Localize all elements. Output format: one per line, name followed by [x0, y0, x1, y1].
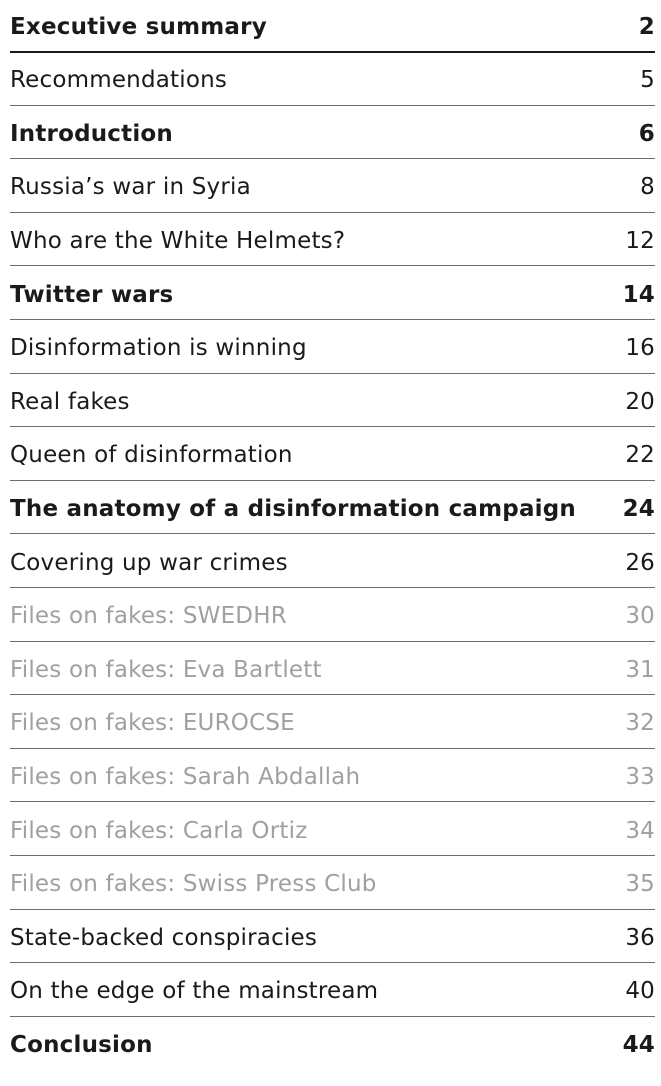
toc-entry-page-number: 35 [625, 871, 655, 898]
toc-entry-title: Covering up war crimes [10, 549, 288, 576]
toc-entry-title: On the edge of the mainstream [10, 978, 379, 1005]
toc-divider [10, 479, 655, 481]
toc-entry-title: Disinformation is winning [10, 335, 307, 362]
toc-entry[interactable]: Covering up war crimes 26 [10, 536, 655, 589]
toc-divider [10, 104, 655, 106]
toc-entry[interactable]: Files on fakes: Swiss Press Club 35 [10, 858, 655, 911]
toc-entry-page-number: 16 [625, 335, 655, 362]
toc-entry[interactable]: Executive summary 2 [10, 0, 655, 53]
toc-entry-page-number: 30 [625, 603, 655, 630]
toc-entry[interactable]: Real fakes 20 [10, 375, 655, 428]
toc-entry[interactable]: Files on fakes: Carla Ortiz 34 [10, 804, 655, 857]
toc-divider [10, 51, 655, 53]
toc-entry-title: State-backed conspiracies [10, 924, 318, 951]
toc-entry-title: Twitter wars [10, 281, 174, 308]
toc-entry-page-number: 14 [622, 281, 655, 308]
toc-entry[interactable]: On the edge of the mainstream 40 [10, 965, 655, 1018]
toc-entry[interactable]: Russia’s war in Syria 8 [10, 161, 655, 214]
toc-entry-title: Queen of disinformation [10, 442, 293, 469]
toc-divider [10, 1015, 655, 1017]
toc-entry-title: Introduction [10, 120, 173, 147]
toc-divider [10, 801, 655, 803]
toc-entry-page-number: 5 [640, 67, 655, 94]
toc-entry-title: Files on fakes: SWEDHR [10, 603, 287, 630]
toc-divider [10, 372, 655, 374]
toc-entry-page-number: 34 [625, 817, 655, 844]
toc-entry-page-number: 26 [625, 549, 655, 576]
toc-divider [10, 962, 655, 964]
toc-entry[interactable]: Files on fakes: EUROCSE 32 [10, 697, 655, 750]
toc-entry[interactable]: State-backed conspiracies 36 [10, 911, 655, 964]
toc-entry-title: Conclusion [10, 1031, 153, 1058]
toc-entry-page-number: 44 [622, 1031, 655, 1058]
toc-entry-title: Files on fakes: EUROCSE [10, 710, 295, 737]
toc-entry[interactable]: Who are the White Helmets? 12 [10, 214, 655, 267]
toc-entry[interactable]: Conclusion 44 [10, 1018, 655, 1071]
toc-entry-title: Files on fakes: Eva Bartlett [10, 656, 322, 683]
toc-divider [10, 855, 655, 856]
toc-entry[interactable]: Queen of disinformation 22 [10, 429, 655, 482]
toc-entry-title: Executive summary [10, 13, 267, 40]
toc-entry[interactable]: Files on fakes: SWEDHR 30 [10, 590, 655, 643]
toc-entry-page-number: 24 [622, 495, 655, 522]
toc-entry[interactable]: Twitter wars 14 [10, 268, 655, 321]
toc-divider [10, 319, 655, 320]
toc-entry[interactable]: Disinformation is winning 16 [10, 322, 655, 375]
toc-divider [10, 908, 655, 910]
toc-entry-title: The anatomy of a disinformation campaign [10, 495, 577, 522]
toc-entry-page-number: 36 [625, 924, 655, 951]
toc-entry-page-number: 2 [638, 13, 655, 40]
toc-entry-page-number: 31 [625, 656, 655, 683]
toc-divider [10, 640, 655, 642]
toc-entry[interactable]: Introduction 6 [10, 107, 655, 160]
toc-entry-page-number: 20 [625, 388, 655, 415]
toc-entry-title: Russia’s war in Syria [10, 174, 251, 201]
toc-entry-page-number: 40 [625, 978, 655, 1005]
toc-entry-title: Recommendations [10, 67, 228, 94]
toc-divider [10, 747, 655, 749]
toc-entry-page-number: 6 [638, 120, 655, 147]
toc-entry-title: Files on fakes: Swiss Press Club [10, 871, 377, 898]
toc-divider [10, 211, 655, 213]
toc-divider [10, 533, 655, 535]
toc-entry-title: Real fakes [10, 388, 130, 415]
toc-entry-title: Files on fakes: Carla Ortiz [10, 817, 308, 844]
toc-entry[interactable]: Files on fakes: Eva Bartlett 31 [10, 643, 655, 696]
toc-entry-page-number: 12 [625, 227, 655, 254]
toc-entry-title: Files on fakes: Sarah Abdallah [10, 763, 361, 790]
toc-entry[interactable]: Files on fakes: Sarah Abdallah 33 [10, 750, 655, 803]
toc-entry-page-number: 22 [625, 442, 655, 469]
toc-entry-page-number: 8 [640, 174, 655, 201]
toc-divider [10, 587, 655, 588]
toc-entry-title: Who are the White Helmets? [10, 227, 346, 254]
toc-entry-page-number: 33 [625, 763, 655, 790]
toc-entry-page-number: 32 [625, 710, 655, 737]
toc-entry[interactable]: The anatomy of a disinformation campaign… [10, 482, 655, 535]
toc-divider [10, 694, 655, 696]
toc-divider [10, 265, 655, 267]
toc-entry[interactable]: Recommendations 5 [10, 54, 655, 107]
toc-divider [10, 426, 655, 428]
toc-divider [10, 158, 655, 160]
